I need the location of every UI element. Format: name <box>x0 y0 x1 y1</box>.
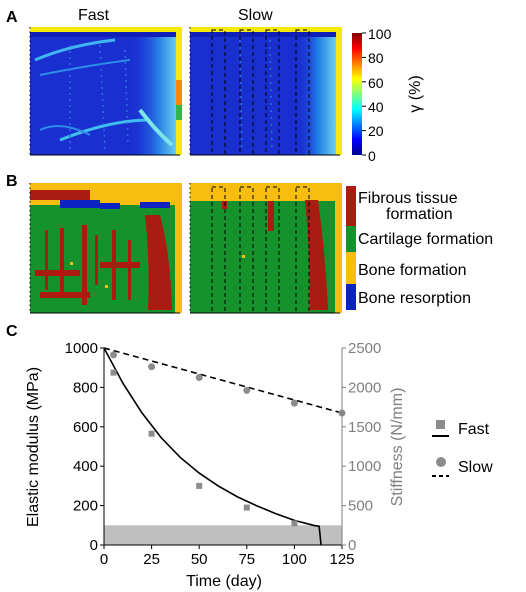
y-right-tick-label: 1000 <box>348 458 381 475</box>
y-right-tick-label: 2000 <box>348 379 381 396</box>
y-tick-label: 800 <box>73 379 98 396</box>
y-right-tick-label: 1500 <box>348 419 381 436</box>
data-point-fast <box>291 520 298 527</box>
y-right-tick-label: 500 <box>348 498 373 515</box>
colorbar-tick: 80 <box>368 50 384 66</box>
legend-label-fibrous-line2: formation <box>386 206 453 223</box>
legend-slow-circle-icon <box>436 457 446 467</box>
legend-swatch-bone-formation <box>346 252 356 284</box>
colorbar-tick: 0 <box>368 148 376 164</box>
legend-label-fibrous: Fibrous tissue <box>358 190 458 207</box>
panel-a-label: A <box>6 9 18 26</box>
x-tick-label: 75 <box>238 551 255 568</box>
legend-label-cartilage: Cartilage formation <box>358 231 493 248</box>
data-point-fast <box>196 482 203 489</box>
strain-map-fast <box>29 27 182 156</box>
slow-title: Slow <box>238 7 273 24</box>
colorbar-tick: 20 <box>368 123 384 139</box>
fit-line-fast <box>103 347 322 546</box>
fit-line-slow <box>103 347 343 414</box>
y-tick-label: 1000 <box>65 340 98 357</box>
tissue-legend: Fibrous tissue formation Cartilage forma… <box>346 186 493 310</box>
legend-swatch-bone-resorption <box>346 284 356 310</box>
data-point-slow <box>148 363 156 371</box>
colorbar-tick: 40 <box>368 99 384 115</box>
data-point-slow <box>195 374 203 382</box>
y-axis-right-label: Stiffness (N/mm) <box>389 388 406 507</box>
panel-c-label: C <box>6 323 18 340</box>
data-point-fast <box>243 504 250 511</box>
data-point-slow <box>110 351 118 359</box>
data-point-slow <box>290 399 298 407</box>
y-tick-label: 0 <box>90 537 98 554</box>
legend-label-bone-resorption: Bone resorption <box>358 290 471 307</box>
legend-slow-label: Slow <box>458 459 493 476</box>
y-tick-label: 200 <box>73 498 98 515</box>
fast-title: Fast <box>78 7 110 24</box>
data-point-fast <box>110 369 117 376</box>
x-tick-label: 50 <box>191 551 208 568</box>
legend-swatch-fibrous <box>346 186 356 226</box>
x-tick-label: 25 <box>143 551 160 568</box>
y-axis-label: Elastic modulus (MPa) <box>25 367 42 527</box>
chart-legend: Fast Slow <box>432 420 493 477</box>
x-tick-label: 100 <box>282 551 307 568</box>
x-tick-label: 125 <box>329 551 354 568</box>
x-axis-label: Time (day) <box>186 573 262 590</box>
x-tick-label: 0 <box>100 551 108 568</box>
y-right-tick-label: 2500 <box>348 340 381 357</box>
colorbar-tick: 100 <box>368 26 392 42</box>
legend-fast-square-icon <box>436 420 445 429</box>
strain-map-slow <box>189 27 342 156</box>
y-right-tick-label: 0 <box>348 537 356 554</box>
data-point-slow <box>243 386 251 394</box>
legend-swatch-cartilage <box>346 226 356 252</box>
y-tick-label: 400 <box>73 458 98 475</box>
chart: 0 25 50 75 100 125020040060080010000500100015… <box>25 340 406 590</box>
tissue-map-fast <box>29 183 182 314</box>
y-tick-label: 600 <box>73 419 98 436</box>
colorbar: 100 80 60 40 20 0 γ (%) <box>352 26 424 164</box>
data-point-fast <box>148 430 155 437</box>
colorbar-tick: 60 <box>368 75 384 91</box>
legend-label-bone-formation: Bone formation <box>358 262 467 279</box>
threshold-band <box>104 525 342 545</box>
tissue-map-slow <box>189 183 342 314</box>
panel-b-label: B <box>6 173 18 190</box>
legend-fast-label: Fast <box>458 421 490 438</box>
colorbar-label: γ (%) <box>407 75 424 112</box>
